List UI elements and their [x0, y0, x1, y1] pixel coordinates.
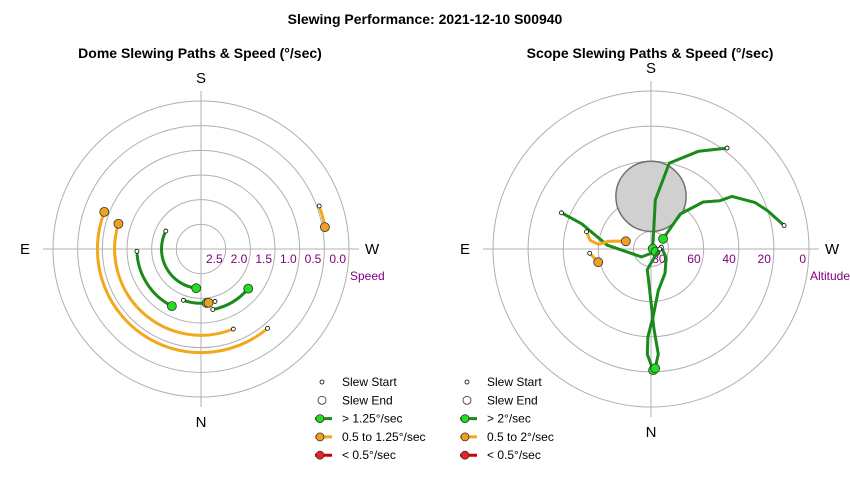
- legend-entry-label: < 0.5°/sec: [342, 448, 396, 462]
- slew-start-marker: [584, 229, 589, 235]
- legend-entry-label: Slew End: [342, 393, 393, 407]
- legend-marker-swatch: [460, 450, 470, 460]
- legend-marker-swatch: [315, 450, 325, 460]
- legend-entry-label: 0.5 to 1.25°/sec: [342, 430, 426, 444]
- radial-axis-label: Speed: [350, 269, 385, 283]
- slew-start-marker: [210, 307, 216, 312]
- figure-title: Slewing Performance: 2021-12-10 S00940: [288, 11, 563, 27]
- exclusion-zone: [615, 160, 687, 233]
- slew-start-marker: [781, 223, 787, 228]
- legend-marker-swatch: [315, 432, 325, 442]
- legend-end-swatch: [317, 395, 327, 405]
- slew-end-marker: [319, 222, 330, 233]
- slew-start-marker: [163, 228, 169, 234]
- radial-tick-label: 2.0: [231, 252, 248, 266]
- radial-tick-label: 2.5: [206, 252, 223, 266]
- legend-marker-swatch: [460, 432, 470, 442]
- slew-end-marker: [650, 363, 661, 374]
- legend-end-swatch: [462, 395, 472, 405]
- dome-chart-title: Dome Slewing Paths & Speed (°/sec): [78, 45, 322, 61]
- legend-entry-label: > 1.25°/sec: [342, 412, 403, 426]
- direction-east: E: [460, 241, 470, 258]
- slew-start-marker: [212, 299, 218, 304]
- slew-path: [113, 223, 234, 337]
- legend-start-swatch: [319, 379, 325, 385]
- slew-path: [661, 194, 786, 240]
- direction-north: N: [196, 414, 207, 431]
- slew-start-marker: [724, 145, 730, 151]
- slew-start-marker: [657, 246, 663, 252]
- slew-end-marker: [99, 206, 110, 217]
- legend-marker-swatch: [460, 414, 470, 424]
- slew-path: [651, 146, 728, 249]
- legend-entry-label: Slew Start: [487, 375, 542, 389]
- direction-west: W: [825, 241, 840, 258]
- radial-tick-label: 40: [722, 252, 736, 266]
- legend-entry-label: 0.5 to 2°/sec: [487, 430, 554, 444]
- radial-tick-label: 20: [758, 252, 772, 266]
- slew-end-marker: [113, 218, 124, 229]
- direction-north: N: [646, 424, 657, 441]
- direction-west: W: [365, 241, 380, 258]
- slew-path: [560, 211, 657, 259]
- scope-chart-title: Scope Slewing Paths & Speed (°/sec): [527, 45, 774, 61]
- legend-entry-label: Slew Start: [342, 375, 397, 389]
- slew-path: [212, 287, 250, 311]
- slew-end-marker: [191, 283, 202, 294]
- direction-east: E: [20, 241, 30, 258]
- slew-end-marker: [593, 257, 604, 268]
- slew-path: [645, 248, 662, 369]
- slew-end-marker: [203, 297, 214, 308]
- radial-tick-label: 1.5: [255, 252, 272, 266]
- scope-polar-chart: Scope Slewing Paths & Speed (°/sec) S N E W…: [460, 45, 850, 462]
- slew-end-marker: [166, 301, 177, 312]
- slew-start-marker: [587, 250, 593, 256]
- slew-end-marker: [243, 283, 254, 294]
- direction-south: S: [646, 60, 656, 77]
- legend-entry-label: > 2°/sec: [487, 412, 531, 426]
- legend-entry-label: < 0.5°/sec: [487, 448, 541, 462]
- slew-path: [135, 251, 173, 308]
- slew-start-marker: [316, 203, 322, 209]
- slew-start-marker: [559, 210, 564, 216]
- legend-marker-swatch: [315, 414, 325, 424]
- slew-path: [585, 231, 626, 246]
- radial-tick-label: 0: [799, 252, 806, 266]
- radial-tick-label: 0.0: [329, 252, 346, 266]
- legend-start-swatch: [464, 379, 470, 385]
- slew-end-marker: [658, 233, 669, 244]
- radial-tick-label: 1.0: [280, 252, 297, 266]
- slew-path: [645, 246, 668, 371]
- slew-start-marker: [265, 325, 270, 331]
- direction-south: S: [196, 70, 206, 87]
- slew-path: [95, 211, 269, 355]
- slew-path: [160, 230, 197, 290]
- slew-start-marker: [230, 326, 236, 332]
- radial-tick-label: 0.5: [305, 252, 322, 266]
- dome-polar-chart: Dome Slewing Paths & Speed (°/sec) S N E W 2…: [20, 45, 426, 462]
- radial-axis-label: Altitude: [810, 269, 850, 283]
- slew-start-marker: [180, 297, 186, 303]
- legend-entry-label: Slew End: [487, 393, 538, 407]
- slew-end-marker: [620, 236, 631, 247]
- radial-tick-label: 60: [687, 252, 701, 266]
- slew-start-marker: [134, 248, 140, 254]
